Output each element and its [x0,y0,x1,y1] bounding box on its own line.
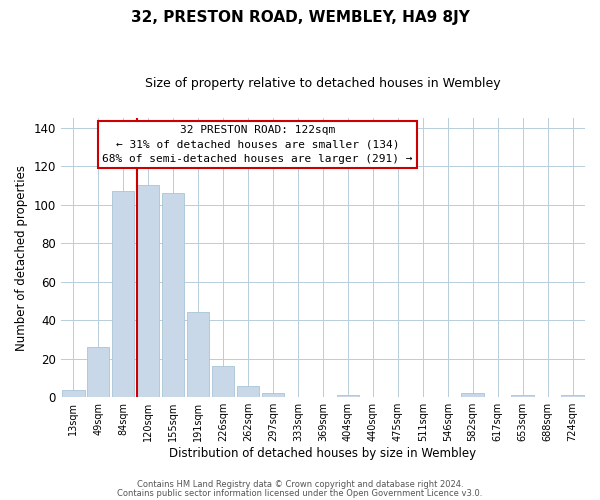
Bar [62,390,85,397]
Bar [137,186,160,397]
Bar [162,193,184,397]
Title: Size of property relative to detached houses in Wembley: Size of property relative to detached ho… [145,78,501,90]
Bar [87,347,109,397]
Y-axis label: Number of detached properties: Number of detached properties [15,164,28,350]
X-axis label: Distribution of detached houses by size in Wembley: Distribution of detached houses by size … [169,447,476,460]
Text: Contains public sector information licensed under the Open Government Licence v3: Contains public sector information licen… [118,488,482,498]
Bar [511,396,534,397]
Bar [237,386,259,397]
Bar [262,394,284,397]
Bar [187,312,209,397]
Bar [212,366,234,397]
Bar [561,396,584,397]
Bar [461,394,484,397]
Bar [337,396,359,397]
Text: 32, PRESTON ROAD, WEMBLEY, HA9 8JY: 32, PRESTON ROAD, WEMBLEY, HA9 8JY [131,10,469,25]
Bar [112,191,134,397]
Text: Contains HM Land Registry data © Crown copyright and database right 2024.: Contains HM Land Registry data © Crown c… [137,480,463,489]
Text: 32 PRESTON ROAD: 122sqm
← 31% of detached houses are smaller (134)
68% of semi-d: 32 PRESTON ROAD: 122sqm ← 31% of detache… [102,125,413,164]
